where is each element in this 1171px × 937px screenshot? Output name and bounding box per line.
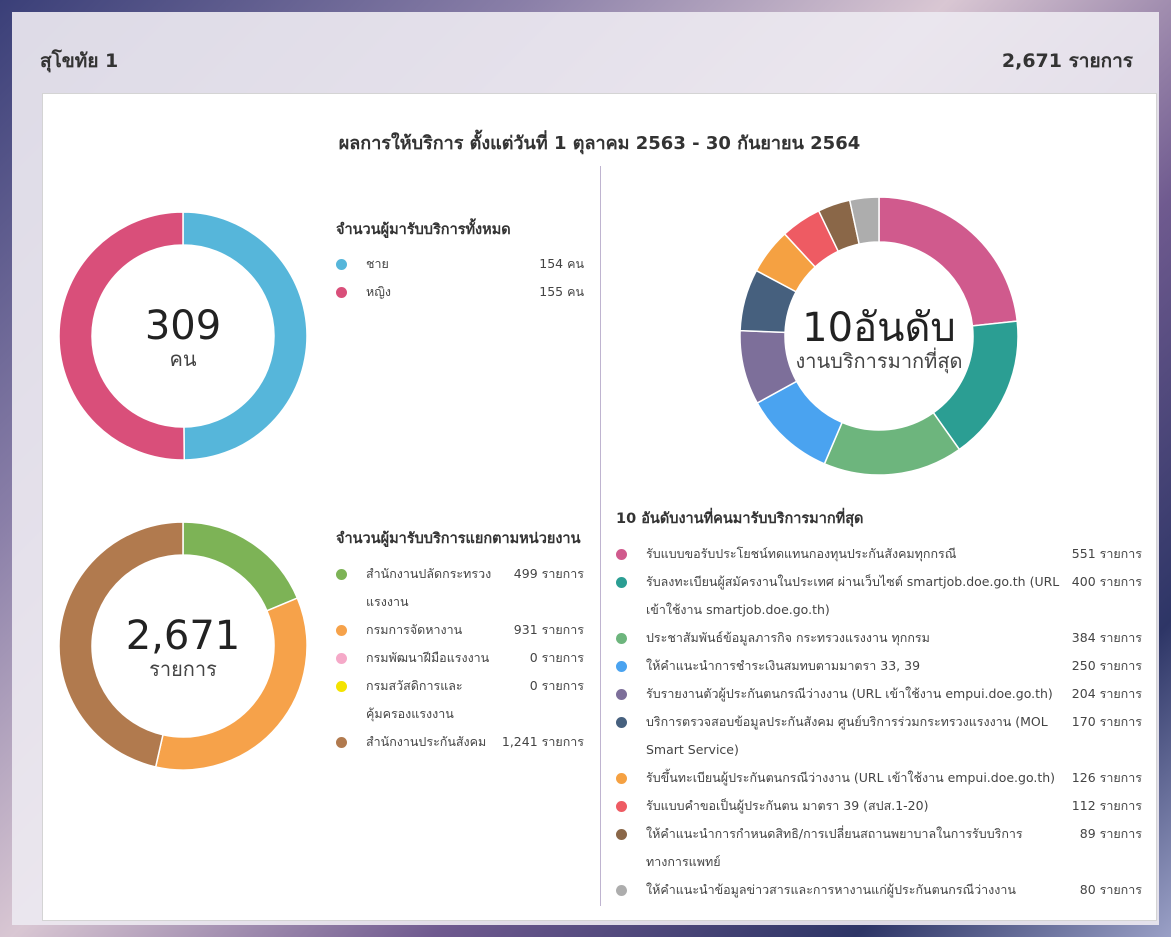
legend-value: 204 รายการ: [1071, 686, 1142, 701]
page-title: ผลการให้บริการ ตั้งแต่วันที่ 1 ตุลาคม 25…: [338, 133, 861, 154]
agency-center: 2,671 รายการ: [59, 614, 307, 680]
legend-item[interactable]: กรมสวัสดิการและคุ้มครองแรงงาน 0 รายการ: [336, 672, 584, 728]
gender-legend: ชาย 154 คนหญิง 155 คน: [336, 250, 584, 306]
legend-swatch: [616, 633, 627, 644]
top10-section-title: 10 อันดับงานที่คนมารับบริการมากที่สุด: [616, 511, 864, 527]
top10-center-unit: งานบริการมากที่สุด: [795, 349, 963, 373]
legend-value: 112 รายการ: [1071, 798, 1142, 813]
legend-label: ให้คำแนะนำการกำหนดสิทธิ/การเปลี่ยนสถานพย…: [646, 826, 1023, 869]
top10-legend: รับแบบขอรับประโยชน์ทดแทนกองทุนประกันสังค…: [616, 540, 1142, 904]
column-divider: [600, 166, 601, 906]
legend-value: 1,241 รายการ: [501, 734, 584, 749]
legend-item[interactable]: รับลงทะเบียนผู้สมัครงานในประเทศ ผ่านเว็บ…: [616, 568, 1142, 624]
legend-label: กรมการจัดหางาน: [366, 622, 463, 637]
legend-item[interactable]: ให้คำแนะนำการชำระเงินสมทบตามมาตรา 33, 39…: [616, 652, 1142, 680]
legend-label: ประชาสัมพันธ์ข้อมูลภารกิจ กระทรวงแรงงาน …: [646, 630, 930, 645]
top10-donut-chart: [740, 197, 1018, 475]
legend-value: 126 รายการ: [1071, 770, 1142, 785]
legend-item[interactable]: กรมพัฒนาฝีมือแรงงาน 0 รายการ: [336, 644, 584, 672]
legend-label: กรมสวัสดิการและคุ้มครองแรงงาน: [366, 678, 463, 721]
legend-value: 80 รายการ: [1079, 882, 1142, 897]
legend-swatch: [336, 653, 347, 664]
top10-center-value: 10อันดับ: [802, 305, 956, 351]
legend-value: 400 รายการ: [1071, 574, 1142, 589]
office-title: สุโขทัย 1: [40, 50, 119, 72]
legend-label: ให้คำแนะนำข้อมูลข่าวสารและการหางานแก่ผู้…: [646, 882, 1016, 897]
legend-value: 931 รายการ: [513, 622, 584, 637]
top10-slice-3[interactable]: [823, 411, 961, 475]
legend-label: หญิง: [366, 284, 391, 299]
legend-label: รับลงทะเบียนผู้สมัครงานในประเทศ ผ่านเว็บ…: [646, 574, 1060, 617]
agency-slice-1[interactable]: [182, 522, 299, 612]
legend-label: ชาย: [366, 256, 389, 271]
legend-swatch: [336, 625, 347, 636]
legend-value: 551 รายการ: [1071, 546, 1142, 561]
legend-item[interactable]: สำนักงานปลัดกระทรวงแรงงาน 499 รายการ: [336, 560, 584, 616]
legend-item[interactable]: ให้คำแนะนำการกำหนดสิทธิ/การเปลี่ยนสถานพย…: [616, 820, 1142, 876]
legend-swatch: [616, 829, 627, 840]
gender-slice-2[interactable]: [59, 212, 186, 460]
gender-donut-chart: [59, 212, 307, 460]
legend-value: 170 รายการ: [1071, 714, 1142, 729]
legend-label: สำนักงานประกันสังคม: [366, 734, 487, 749]
legend-item[interactable]: บริการตรวจสอบข้อมูลประกันสังคม ศูนย์บริก…: [616, 708, 1142, 764]
agency-legend: สำนักงานปลัดกระทรวงแรงงาน 499 รายการกรมกา…: [336, 560, 584, 756]
agency-center-value: 2,671: [125, 613, 241, 659]
legend-item[interactable]: รับขึ้นทะเบียนผู้ประกันตนกรณีว่างงาน (UR…: [616, 764, 1142, 792]
top10-center: 10อันดับ งานบริการมากที่สุด: [740, 306, 1018, 372]
legend-swatch: [336, 259, 347, 270]
legend-label: รับแบบขอรับประโยชน์ทดแทนกองทุนประกันสังค…: [646, 546, 957, 561]
legend-item[interactable]: รับแบบขอรับประโยชน์ทดแทนกองทุนประกันสังค…: [616, 540, 1142, 568]
gender-center-value: 309: [144, 303, 222, 349]
legend-value: 0 รายการ: [529, 650, 584, 665]
legend-value: 154 คน: [539, 256, 584, 271]
agency-donut-chart: [59, 522, 307, 770]
legend-swatch: [616, 773, 627, 784]
legend-value: 250 รายการ: [1071, 658, 1142, 673]
legend-swatch: [336, 681, 347, 692]
legend-swatch: [616, 885, 627, 896]
legend-label: รับรายงานตัวผู้ประกันตนกรณีว่างงาน (URL …: [646, 686, 1053, 701]
legend-swatch: [336, 737, 347, 748]
legend-value: 89 รายการ: [1079, 826, 1142, 841]
legend-swatch: [616, 661, 627, 672]
gender-center-unit: คน: [169, 347, 197, 371]
legend-item[interactable]: รับรายงานตัวผู้ประกันตนกรณีว่างงาน (URL …: [616, 680, 1142, 708]
legend-swatch: [336, 287, 347, 298]
total-count: 2,671 รายการ: [1001, 50, 1133, 72]
gender-slice-1[interactable]: [182, 212, 307, 460]
legend-value: 384 รายการ: [1071, 630, 1142, 645]
legend-item[interactable]: สำนักงานประกันสังคม 1,241 รายการ: [336, 728, 584, 756]
results-panel: ผลการให้บริการ ตั้งแต่วันที่ 1 ตุลาคม 25…: [42, 93, 1157, 921]
legend-label: สำนักงานปลัดกระทรวงแรงงาน: [366, 566, 492, 609]
agency-section-title: จำนวนผู้มารับบริการแยกตามหน่วยงาน: [336, 531, 581, 547]
top10-slice-10[interactable]: [848, 197, 880, 246]
legend-item[interactable]: ให้คำแนะนำข้อมูลข่าวสารและการหางานแก่ผู้…: [616, 876, 1142, 904]
legend-swatch: [616, 689, 627, 700]
legend-swatch: [616, 801, 627, 812]
legend-swatch: [336, 569, 347, 580]
legend-item[interactable]: ชาย 154 คน: [336, 250, 584, 278]
legend-value: 0 รายการ: [529, 678, 584, 693]
legend-value: 499 รายการ: [513, 566, 584, 581]
legend-label: บริการตรวจสอบข้อมูลประกันสังคม ศูนย์บริก…: [646, 714, 1048, 757]
legend-label: กรมพัฒนาฝีมือแรงงาน: [366, 650, 490, 665]
legend-item[interactable]: กรมการจัดหางาน 931 รายการ: [336, 616, 584, 644]
dashboard-frame: สุโขทัย 1 2,671 รายการ ผลการให้บริการ ตั…: [12, 12, 1159, 925]
legend-label: ให้คำแนะนำการชำระเงินสมทบตามมาตรา 33, 39: [646, 658, 921, 673]
legend-label: รับขึ้นทะเบียนผู้ประกันตนกรณีว่างงาน (UR…: [646, 770, 1056, 785]
legend-value: 155 คน: [539, 284, 584, 299]
legend-swatch: [616, 549, 627, 560]
legend-swatch: [616, 717, 627, 728]
agency-center-unit: รายการ: [149, 657, 217, 681]
legend-label: รับแบบคำขอเป็นผู้ประกันตน มาตรา 39 (สปส.…: [646, 798, 929, 813]
legend-item[interactable]: ประชาสัมพันธ์ข้อมูลภารกิจ กระทรวงแรงงาน …: [616, 624, 1142, 652]
agency-slice-5[interactable]: [59, 522, 184, 768]
legend-item[interactable]: รับแบบคำขอเป็นผู้ประกันตน มาตรา 39 (สปส.…: [616, 792, 1142, 820]
legend-swatch: [616, 577, 627, 588]
legend-item[interactable]: หญิง 155 คน: [336, 278, 584, 306]
gender-section-title: จำนวนผู้มารับบริการทั้งหมด: [336, 222, 511, 238]
gender-center: 309 คน: [59, 304, 307, 370]
